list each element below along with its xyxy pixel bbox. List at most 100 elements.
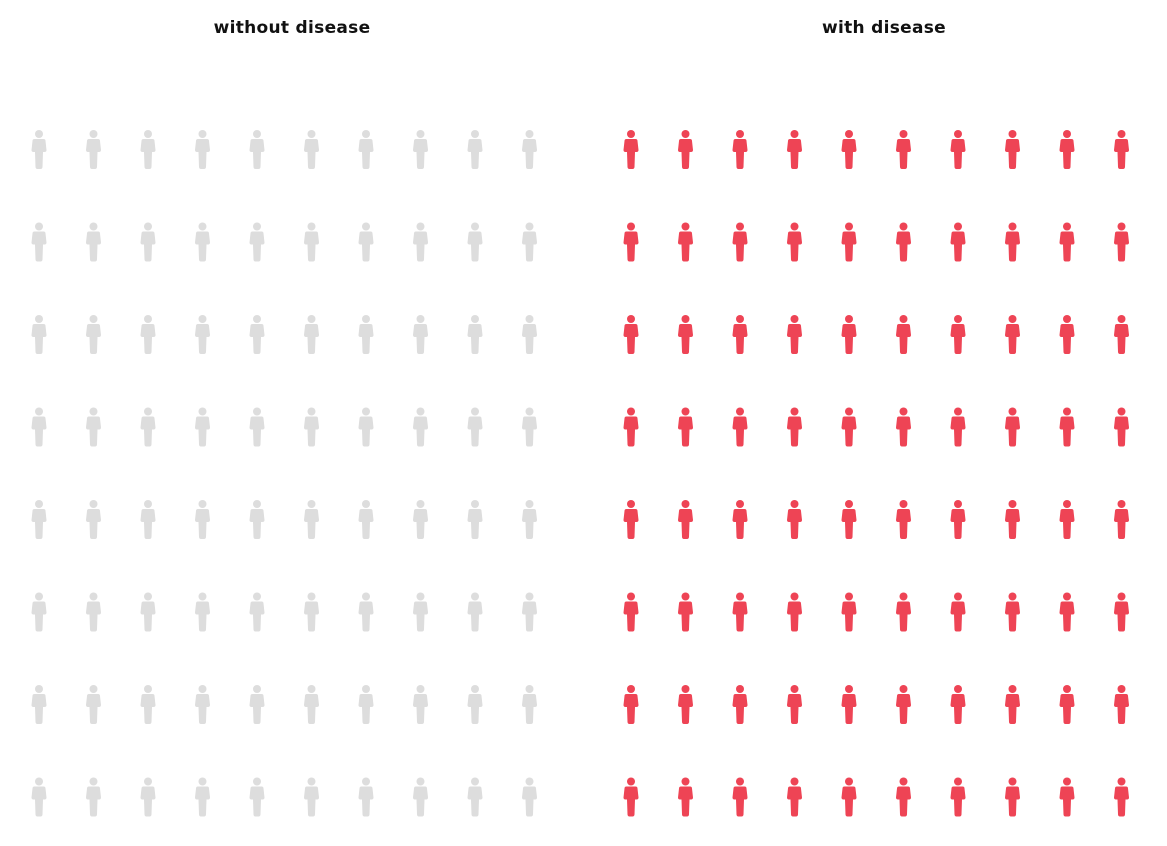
person-icon [358, 685, 374, 724]
person-icon [1114, 500, 1129, 539]
person-icon [140, 685, 156, 724]
person-icon [732, 685, 748, 724]
person-icon [195, 222, 210, 262]
person-icon [1005, 592, 1020, 632]
person-icon [623, 315, 639, 354]
person-icon [1059, 222, 1075, 262]
person-icon [950, 500, 966, 539]
person-icon [841, 500, 857, 539]
person-icon [787, 222, 802, 262]
person-icon [522, 315, 537, 354]
pictogram-grid [31, 130, 537, 817]
person-icon [678, 685, 693, 724]
person-icon [1059, 130, 1075, 169]
person-icon [1005, 222, 1020, 262]
person-icon [841, 130, 857, 169]
person-icon [678, 500, 693, 539]
person-icon [86, 685, 101, 724]
panel-title: without disease [213, 18, 371, 38]
person-icon [522, 592, 537, 632]
person-icon [195, 685, 210, 724]
person-icon [31, 592, 47, 632]
person-icon [732, 222, 748, 262]
person-icon [467, 315, 483, 354]
person-icon [896, 592, 911, 632]
person-icon [787, 500, 802, 539]
person-icon [304, 407, 319, 447]
person-icon [304, 592, 319, 632]
person-icon [413, 685, 428, 724]
person-icon [896, 315, 911, 354]
person-icon [31, 130, 47, 169]
person-icon [1005, 500, 1020, 539]
person-icon [31, 685, 47, 724]
person-icon [1059, 685, 1075, 724]
person-icon [896, 500, 911, 539]
person-icon [31, 777, 47, 817]
person-icon [841, 407, 857, 447]
person-icon [1114, 130, 1129, 169]
person-icon [522, 407, 537, 447]
person-icon [249, 407, 265, 447]
person-icon [413, 777, 428, 817]
person-icon [678, 407, 693, 447]
person-icon [140, 592, 156, 632]
person-icon [623, 685, 639, 724]
person-icon [358, 222, 374, 262]
person-icon [522, 130, 537, 169]
person-icon [140, 777, 156, 817]
person-icon [896, 685, 911, 724]
person-icon [358, 130, 374, 169]
person-icon [896, 407, 911, 447]
person-icon [86, 407, 101, 447]
person-icon [732, 407, 748, 447]
person-icon [249, 685, 265, 724]
person-icon [31, 500, 47, 539]
person-icon [195, 130, 210, 169]
panel-with-disease: with disease [604, 0, 1164, 846]
person-icon [787, 407, 802, 447]
person-icon [950, 407, 966, 447]
person-icon [732, 777, 748, 817]
person-icon [304, 222, 319, 262]
person-icon [1059, 592, 1075, 632]
person-icon [249, 777, 265, 817]
person-icon [304, 685, 319, 724]
person-icon [467, 130, 483, 169]
person-icon [467, 222, 483, 262]
person-icon [623, 592, 639, 632]
person-icon [467, 500, 483, 539]
person-icon [304, 315, 319, 354]
person-icon [249, 222, 265, 262]
person-icon [623, 130, 639, 169]
person-icon [195, 500, 210, 539]
person-icon [522, 777, 537, 817]
person-icon [623, 500, 639, 539]
person-icon [413, 315, 428, 354]
person-icon [1059, 500, 1075, 539]
person-icon [841, 592, 857, 632]
person-icon [896, 130, 911, 169]
person-icon [678, 130, 693, 169]
person-icon [1059, 407, 1075, 447]
person-icon [467, 777, 483, 817]
person-icon [896, 777, 911, 817]
person-icon [467, 685, 483, 724]
person-icon [467, 592, 483, 632]
person-icon [467, 407, 483, 447]
person-icon [195, 777, 210, 817]
person-icon [304, 130, 319, 169]
person-icon [950, 222, 966, 262]
person-icon [358, 315, 374, 354]
person-icon [732, 592, 748, 632]
person-icon [249, 130, 265, 169]
person-icon [1114, 407, 1129, 447]
person-icon [1005, 315, 1020, 354]
person-icon [522, 685, 537, 724]
person-icon [304, 777, 319, 817]
person-icon [249, 500, 265, 539]
person-icon [787, 592, 802, 632]
person-icon [1114, 222, 1129, 262]
person-icon [1114, 685, 1129, 724]
person-icon [358, 407, 374, 447]
